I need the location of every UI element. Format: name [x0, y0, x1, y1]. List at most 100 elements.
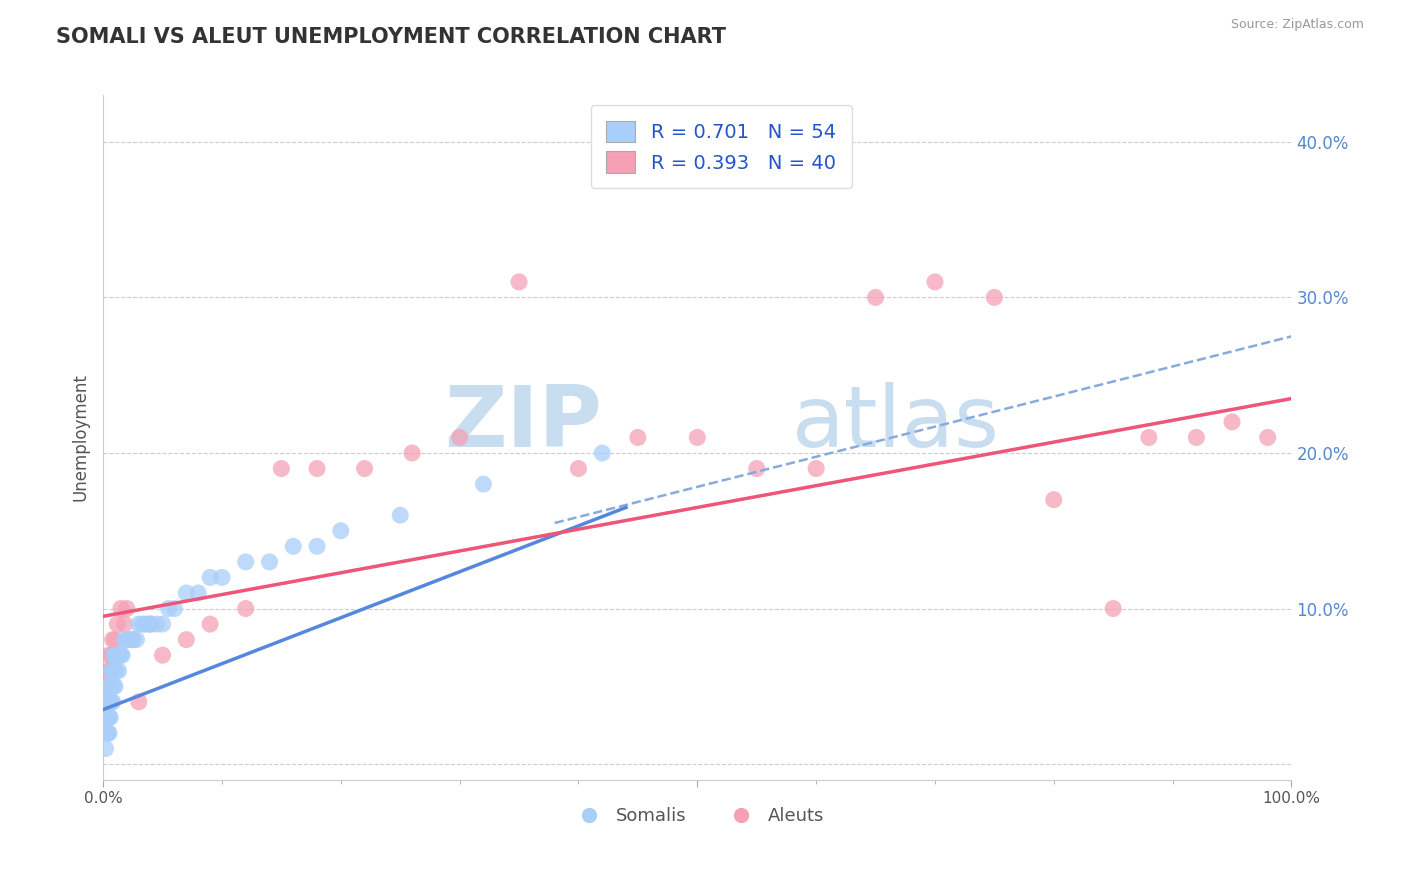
Point — [94, 741, 117, 756]
Point — [865, 290, 887, 304]
Point — [98, 695, 121, 709]
Point — [131, 617, 153, 632]
Point — [110, 601, 132, 615]
Point — [96, 695, 118, 709]
Point — [1102, 601, 1125, 615]
Point — [97, 695, 120, 709]
Point — [101, 664, 124, 678]
Point — [163, 601, 186, 615]
Point — [401, 446, 423, 460]
Point — [94, 679, 117, 693]
Point — [104, 648, 127, 663]
Point — [1220, 415, 1243, 429]
Point — [108, 648, 131, 663]
Point — [98, 648, 121, 663]
Point — [100, 664, 122, 678]
Point — [145, 617, 167, 632]
Point — [1042, 492, 1064, 507]
Text: ZIP: ZIP — [444, 383, 602, 466]
Point — [152, 617, 174, 632]
Point — [134, 617, 156, 632]
Point — [100, 695, 122, 709]
Point — [176, 632, 198, 647]
Point — [329, 524, 352, 538]
Point — [198, 570, 221, 584]
Point — [103, 679, 125, 693]
Point — [508, 275, 530, 289]
Point — [114, 617, 136, 632]
Point — [97, 664, 120, 678]
Point — [198, 617, 221, 632]
Point — [98, 726, 121, 740]
Point — [98, 710, 121, 724]
Point — [567, 461, 589, 475]
Point — [353, 461, 375, 475]
Point — [101, 632, 124, 647]
Point — [745, 461, 768, 475]
Point — [235, 555, 257, 569]
Point — [305, 461, 328, 475]
Point — [152, 648, 174, 663]
Text: atlas: atlas — [793, 383, 1000, 466]
Point — [98, 710, 121, 724]
Point — [103, 648, 125, 663]
Point — [104, 664, 127, 678]
Point — [591, 446, 613, 460]
Point — [96, 710, 118, 724]
Y-axis label: Unemployment: Unemployment — [72, 374, 89, 501]
Point — [104, 679, 127, 693]
Point — [270, 461, 292, 475]
Point — [983, 290, 1005, 304]
Point — [1137, 430, 1160, 444]
Point — [115, 632, 138, 647]
Point — [389, 508, 412, 523]
Point — [804, 461, 827, 475]
Point — [1257, 430, 1279, 444]
Point — [104, 632, 127, 647]
Point — [305, 539, 328, 553]
Point — [139, 617, 162, 632]
Point — [176, 586, 198, 600]
Point — [128, 695, 150, 709]
Point — [259, 555, 281, 569]
Point — [139, 617, 162, 632]
Point — [1185, 430, 1208, 444]
Point — [136, 617, 159, 632]
Point — [98, 664, 121, 678]
Point — [98, 679, 121, 693]
Point — [103, 648, 125, 663]
Point — [118, 632, 141, 647]
Point — [98, 679, 121, 693]
Point — [449, 430, 471, 444]
Point — [211, 570, 233, 584]
Legend: Somalis, Aleuts: Somalis, Aleuts — [564, 800, 831, 832]
Point — [235, 601, 257, 615]
Text: Source: ZipAtlas.com: Source: ZipAtlas.com — [1230, 18, 1364, 31]
Text: SOMALI VS ALEUT UNEMPLOYMENT CORRELATION CHART: SOMALI VS ALEUT UNEMPLOYMENT CORRELATION… — [56, 27, 727, 46]
Point — [121, 632, 143, 647]
Point — [187, 586, 209, 600]
Point — [125, 632, 148, 647]
Point — [101, 695, 124, 709]
Point — [110, 648, 132, 663]
Point — [107, 664, 129, 678]
Point — [114, 632, 136, 647]
Point — [121, 632, 143, 647]
Point — [97, 710, 120, 724]
Point — [96, 695, 118, 709]
Point — [472, 477, 495, 491]
Point — [97, 726, 120, 740]
Point — [100, 648, 122, 663]
Point — [105, 664, 128, 678]
Point — [105, 648, 128, 663]
Point — [111, 648, 134, 663]
Point — [627, 430, 650, 444]
Point — [115, 601, 138, 615]
Point — [157, 601, 180, 615]
Point — [924, 275, 946, 289]
Point — [686, 430, 709, 444]
Point — [283, 539, 305, 553]
Point — [128, 617, 150, 632]
Point — [96, 726, 118, 740]
Point — [105, 617, 128, 632]
